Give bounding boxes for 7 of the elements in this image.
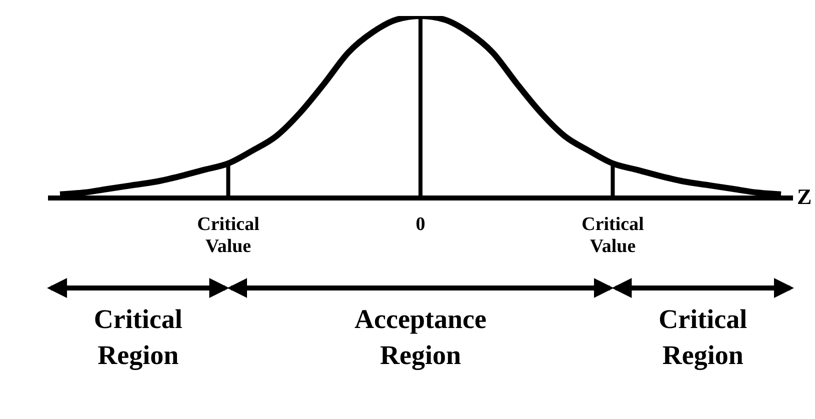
text: Critical Region xyxy=(94,304,183,370)
x-tick-label: Critical Value xyxy=(582,214,644,257)
x-axis-title: Z xyxy=(797,184,812,210)
text: Critical Region xyxy=(658,304,748,370)
x-tick-label: Critical Value xyxy=(197,214,260,257)
text: Acceptance Region xyxy=(354,304,486,370)
x-tick-label: 0 xyxy=(416,214,426,235)
